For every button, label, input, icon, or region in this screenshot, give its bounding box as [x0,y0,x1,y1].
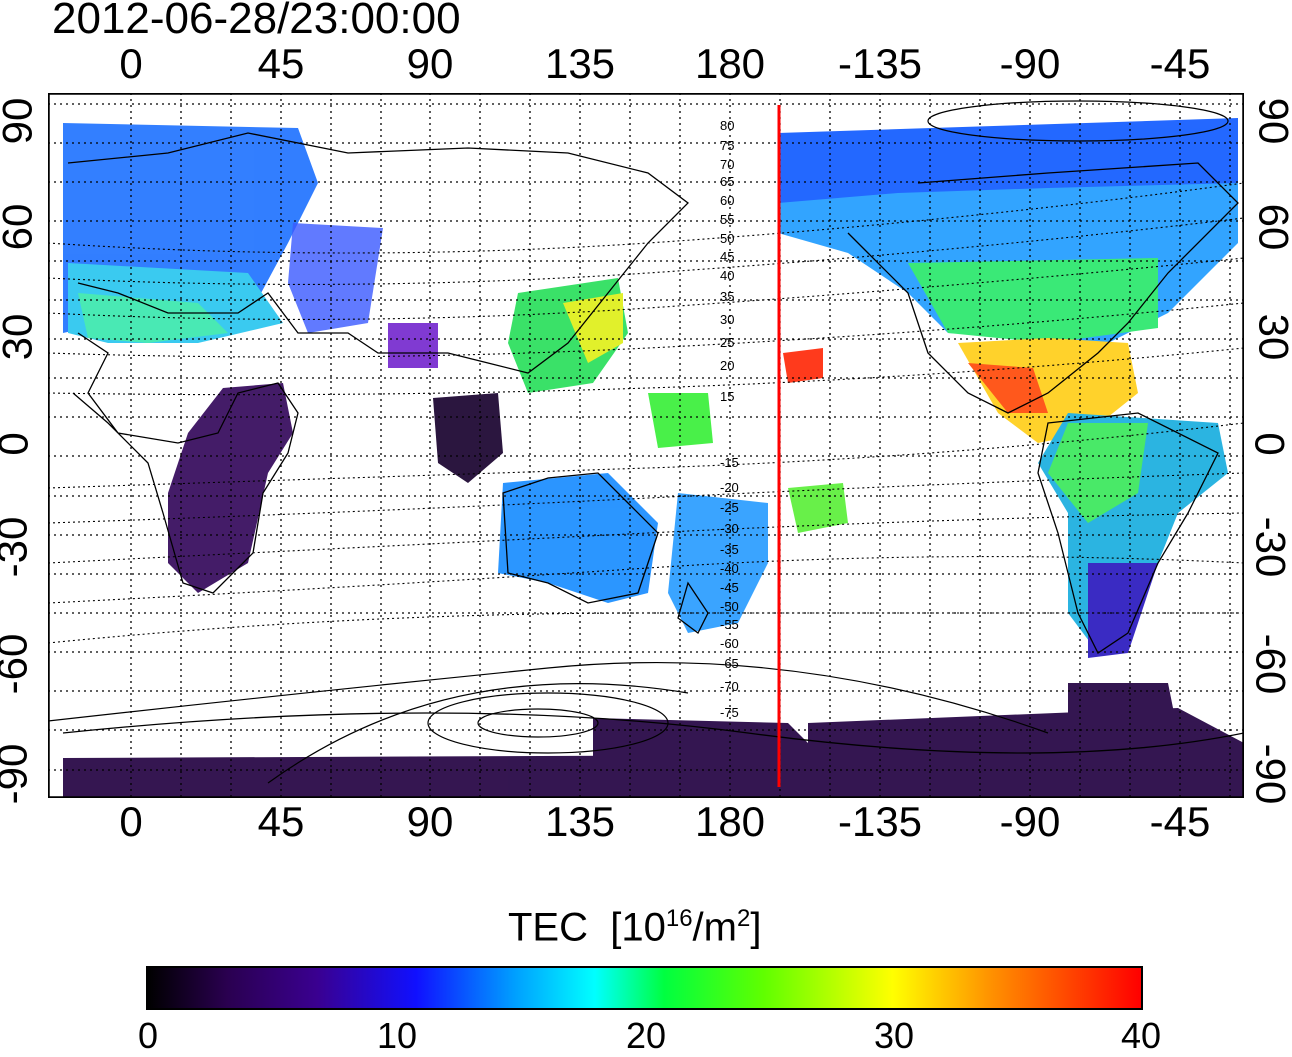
contour-label: 45 [720,249,734,264]
top-lon-tick: -90 [999,40,1061,87]
contour-label: 50 [720,231,734,246]
colorbar-unit-exponent: 16 [665,905,693,932]
colorbar-tick: 0 [137,1015,159,1056]
bottom-lon-tick: -135 [837,798,923,845]
contour-label: 20 [720,358,734,373]
contour-label: -50 [720,599,739,614]
left-lat-tick: 0 [0,432,38,455]
bottom-lon-tick: 135 [544,798,616,845]
right-lat-tick: 30 [1250,313,1292,361]
top-lon-tick: 0 [119,40,143,87]
colorbar [146,966,1143,1010]
top-lon-tick: -135 [837,40,923,87]
colorbar-tick: 10 [376,1015,418,1056]
top-lon-tick: 45 [257,40,305,87]
contour-label: 55 [720,212,734,227]
contour-label: -40 [720,561,739,576]
contour-label: -30 [720,521,739,536]
right-lat-tick: 60 [1250,203,1292,251]
colorbar-title-text: TEC [508,905,588,950]
graticule [48,93,1244,798]
left-lat-tick: -30 [0,516,36,578]
bottom-lon-tick: 180 [694,798,766,845]
coastlines [62,132,1244,754]
contour-label: -35 [720,542,739,557]
contour-label: 65 [720,174,734,189]
left-lat-tick: 90 [0,97,41,145]
bottom-lon-tick: 0 [119,798,143,845]
contour-label: -55 [720,617,739,632]
top-lon-tick: 135 [544,40,616,87]
left-lat-tick: -90 [0,743,36,805]
colorbar-tick: 40 [1120,1015,1162,1056]
bottom-lon-tick: 45 [257,798,305,845]
top-lon-tick: 90 [406,40,454,87]
contour-label: -15 [720,455,739,470]
contour-label: 80 [720,118,734,133]
colorbar-title: TEC [1016/m2] [508,905,761,950]
contour-label: 75 [720,138,734,153]
contour-label: 35 [720,289,734,304]
top-lon-tick: 180 [694,40,766,87]
colorbar-unit-mid: /m [692,905,737,950]
right-lat-tick: -60 [1247,633,1292,695]
bottom-lon-tick: 90 [406,798,454,845]
colorbar-unit-prefix: [10 [610,905,666,950]
top-lon-tick: -45 [1149,40,1211,87]
colorbar-tick: 20 [625,1015,667,1056]
contour-label: 70 [720,157,734,172]
contour-label: -65 [720,656,739,671]
contour-label: -70 [720,679,739,694]
right-lat-tick: -30 [1247,516,1292,578]
colorbar-unit-suffix: ] [750,905,762,950]
left-lat-tick: -60 [0,633,36,695]
contour-label: 40 [720,268,734,283]
right-lat-tick: 90 [1250,97,1292,145]
bottom-lon-tick: -45 [1149,798,1211,845]
contour-label: -75 [720,705,739,720]
map-timestamp: 2012-06-28/23:00:00 [52,0,461,43]
contour-label: 60 [720,193,734,208]
contour-label: -25 [720,500,739,515]
right-lat-tick: 0 [1246,432,1292,456]
magnetic-pole-contours [48,100,1229,784]
contour-label: -60 [720,636,739,651]
colorbar-unit-exponent-2: 2 [736,905,751,932]
contour-label: -20 [720,480,739,495]
tec-world-map: 80 75 70 65 60 55 50 45 40 35 30 25 20 1… [48,93,1244,798]
contour-label: 25 [720,335,734,350]
contour-label: 30 [720,312,734,327]
bottom-lon-tick: -90 [999,798,1061,845]
right-lat-tick: -90 [1247,743,1292,805]
contour-label: 15 [720,389,734,404]
contour-labels: 80 75 70 65 60 55 50 45 40 35 30 25 20 1… [720,118,739,720]
left-lat-tick: 60 [0,203,41,251]
left-lat-tick: 30 [0,313,41,361]
colorbar-tick: 30 [873,1015,915,1056]
contour-label: -45 [720,580,739,595]
